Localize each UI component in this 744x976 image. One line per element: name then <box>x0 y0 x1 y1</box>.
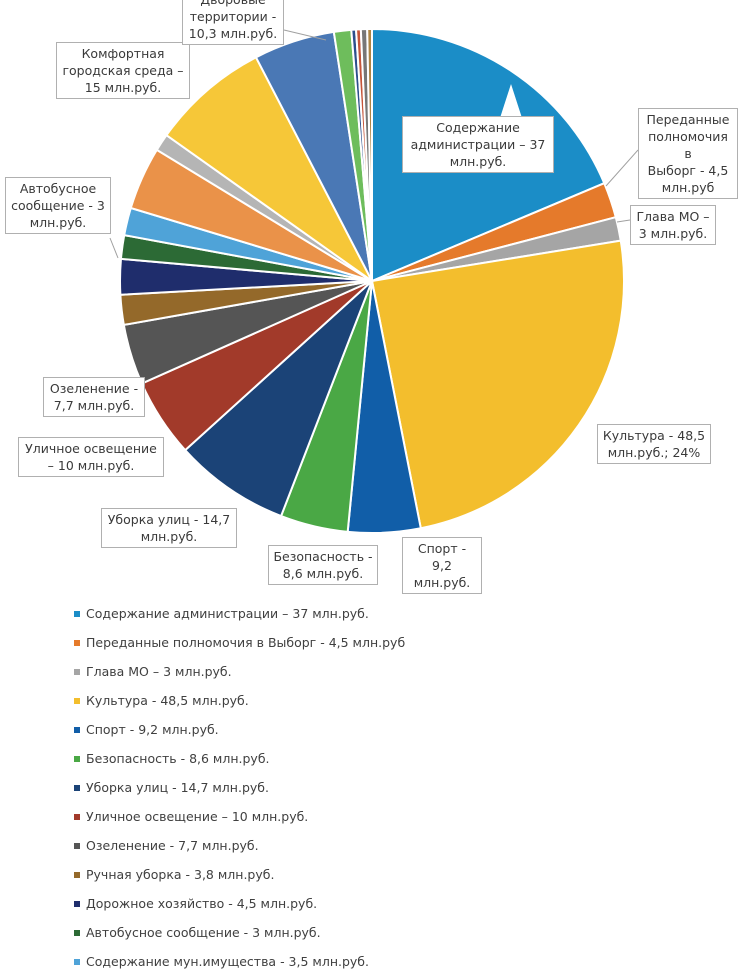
legend-label: Содержание администрации – 37 млн.руб. <box>86 606 369 621</box>
legend-swatch <box>74 784 80 791</box>
legend-swatch <box>74 697 80 704</box>
legend-item: Содержание мун.имущества - 3,5 млн.руб. <box>74 947 405 976</box>
legend-label: Безопасность - 8,6 млн.руб. <box>86 751 270 766</box>
legend-swatch <box>74 639 80 646</box>
callout-comfort-env: Комфортная городская среда – 15 млн.руб. <box>56 42 190 99</box>
legend-swatch <box>74 813 80 820</box>
legend-swatch <box>74 668 80 675</box>
leader-line-0 <box>605 149 639 187</box>
legend-item: Автобусное сообщение - 3 млн.руб. <box>74 918 405 947</box>
callout-culture: Культура - 48,5 млн.руб.; 24% <box>597 424 711 464</box>
pie-chart <box>109 27 639 534</box>
legend-swatch <box>74 842 80 849</box>
legend-label: Дорожное хозяйство - 4,5 млн.руб. <box>86 896 318 911</box>
callout-yards: Дворовые территории - 10,3 млн.руб. <box>182 0 284 45</box>
callout-greening: Озеленение - 7,7 млн.руб. <box>43 377 145 417</box>
legend-item: Содержание администрации – 37 млн.руб. <box>74 599 405 628</box>
legend-label: Спорт - 9,2 млн.руб. <box>86 722 219 737</box>
callout-street-lighting: Уличное освещение – 10 млн.руб. <box>18 437 164 477</box>
pie-slice-15 <box>165 55 373 282</box>
legend-label: Глава МО – 3 млн.руб. <box>86 664 232 679</box>
callout-administration: Содержание администрации – 37 млн.руб. <box>402 116 554 173</box>
legend-item: Озеленение - 7,7 млн.руб. <box>74 831 405 860</box>
legend-label: Уборка улиц - 14,7 млн.руб. <box>86 780 269 795</box>
legend-item: Спорт - 9,2 млн.руб. <box>74 715 405 744</box>
legend-item: Переданные полномочия в Выборг - 4,5 млн… <box>74 628 405 657</box>
legend-swatch <box>74 610 80 617</box>
leader-line-2 <box>109 237 119 259</box>
leader-line-1 <box>616 219 631 223</box>
legend-item: Культура - 48,5 млн.руб. <box>74 686 405 715</box>
legend: Содержание администрации – 37 млн.руб. Пе… <box>74 599 405 976</box>
legend-item: Ручная уборка - 3,8 млн.руб. <box>74 860 405 889</box>
pie-slice-21 <box>366 27 373 282</box>
callout-pointer <box>500 84 522 118</box>
callout-street-cleaning: Уборка улиц - 14,7 млн.руб. <box>101 508 237 548</box>
legend-label: Озеленение - 7,7 млн.руб. <box>86 838 259 853</box>
callout-security: Безопасность - 8,6 млн.руб. <box>268 545 378 585</box>
legend-swatch <box>74 958 80 965</box>
legend-label: Переданные полномочия в Выборг - 4,5 млн… <box>86 635 406 650</box>
legend-item: Дорожное хозяйство - 4,5 млн.руб. <box>74 889 405 918</box>
legend-label: Содержание мун.имущества - 3,5 млн.руб. <box>86 954 369 969</box>
legend-swatch <box>74 755 80 762</box>
callout-vyborg-powers: Переданные полномочия в Выборг - 4,5 млн… <box>638 108 738 199</box>
callout-head-mo: Глава МО – 3 млн.руб. <box>630 205 716 245</box>
callout-sport: Спорт - 9,2 млн.руб. <box>402 537 482 594</box>
legend-label: Культура - 48,5 млн.руб. <box>86 693 249 708</box>
legend-label: Автобусное сообщение - 3 млн.руб. <box>86 925 321 940</box>
legend-item: Уборка улиц - 14,7 млн.руб. <box>74 773 405 802</box>
legend-swatch <box>74 900 80 907</box>
legend-swatch <box>74 929 80 936</box>
legend-swatch <box>74 871 80 878</box>
leader-line-3 <box>283 29 327 41</box>
legend-item: Уличное освещение – 10 млн.руб. <box>74 802 405 831</box>
callout-bus: Автобусное сообщение - 3 млн.руб. <box>5 177 111 234</box>
legend-item: Глава МО – 3 млн.руб. <box>74 657 405 686</box>
pie-slice-3 <box>370 239 625 530</box>
legend-item: Безопасность - 8,6 млн.руб. <box>74 744 405 773</box>
pie-slice-6 <box>183 280 373 518</box>
legend-label: Уличное освещение – 10 млн.руб. <box>86 809 309 824</box>
legend-swatch <box>74 726 80 733</box>
legend-label: Ручная уборка - 3,8 млн.руб. <box>86 867 275 882</box>
